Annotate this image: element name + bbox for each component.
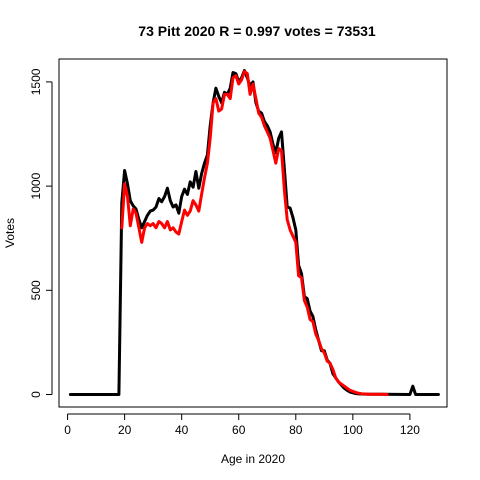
x-tick-label: 0 — [64, 423, 71, 437]
y-tick-label: 0 — [29, 391, 43, 398]
y-axis-label: Votes — [3, 218, 17, 248]
y-tick-label: 1500 — [29, 68, 43, 95]
chart-title: 73 Pitt 2020 R = 0.997 votes = 73531 — [138, 23, 376, 39]
series-line-1 — [120, 70, 389, 396]
series-group — [68, 69, 440, 396]
x-tick-label: 100 — [343, 423, 363, 437]
x-tick-label: 80 — [289, 423, 303, 437]
x-axis-label: Age in 2020 — [221, 452, 285, 466]
x-tick-label: 20 — [118, 423, 132, 437]
x-tick-label: 40 — [175, 423, 189, 437]
y-tick-label: 1000 — [29, 172, 43, 199]
x-axis: 0 20 40 60 80 100 120 — [64, 413, 420, 437]
y-axis: 0 500 1000 1500 — [29, 68, 53, 398]
x-tick-label: 120 — [400, 423, 420, 437]
plot-frame — [58, 58, 448, 408]
x-tick-label: 60 — [232, 423, 246, 437]
y-tick-label: 500 — [29, 280, 43, 300]
